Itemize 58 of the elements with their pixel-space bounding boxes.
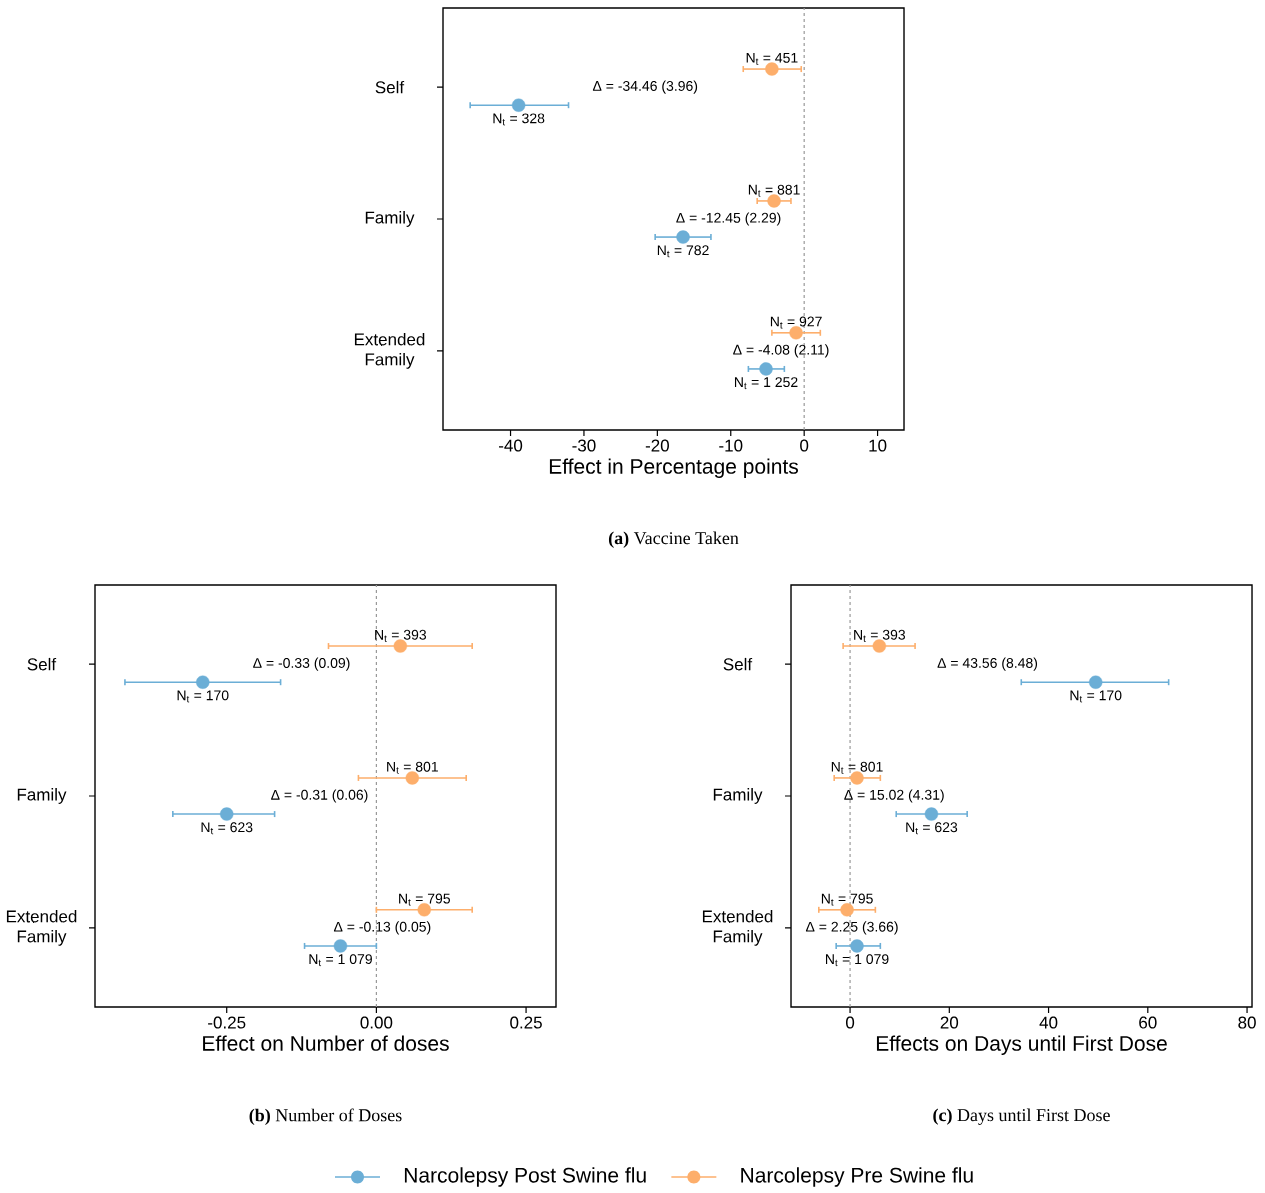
x-tick-label: 0.25 <box>510 1016 542 1029</box>
annotation: N$_{t}$ = 170 <box>1070 690 1122 703</box>
annotation: N$_{t}$ = 451 <box>746 52 798 65</box>
annotation: N$_{t}$ = 801 <box>831 761 883 774</box>
legend-label: Narcolepsy Post Swine flu <box>404 1167 646 1187</box>
x-tick-label: 10 <box>869 439 887 452</box>
annotation: N$_{t}$ = 795 <box>821 893 873 906</box>
annotation: N$_{t}$ = 1 079 <box>825 954 889 967</box>
annotation: N$_{t}$ = 795 <box>399 893 451 906</box>
x-tick-label: 0.00 <box>360 1016 393 1029</box>
x-tick-label: -0.25 <box>208 1016 246 1029</box>
annotation: Δ = -0.13 (0.05) <box>333 921 431 935</box>
y-tick-label: Self <box>375 80 405 94</box>
y-tick-label: Extended Family <box>702 909 773 946</box>
annotation: N$_{t}$ = 393 <box>375 629 427 642</box>
annotation: N$_{t}$ = 623 <box>906 822 958 835</box>
annotation: Δ = -0.33 (0.09) <box>253 657 350 671</box>
annotation: N$_{t}$ = 328 <box>493 113 545 126</box>
x-tick-label: 0 <box>846 1016 855 1029</box>
text: (c) Days until First Dose <box>933 1108 1110 1125</box>
y-tick-label: Self <box>723 657 753 671</box>
text: (a) Vaccine Taken <box>608 531 739 548</box>
text: (b) Number of Doses <box>249 1108 402 1125</box>
x-axis-title: Effect on Number of doses <box>203 1035 449 1051</box>
x-axis-title: Effect in Percentage points <box>549 458 799 479</box>
annotation: N$_{t}$ = 1 252 <box>734 377 798 390</box>
annotation: N$_{t}$ = 881 <box>748 184 800 197</box>
annotation: N$_{t}$ = 927 <box>770 316 822 329</box>
annotation: N$_{t}$ = 393 <box>854 629 906 642</box>
x-tick-label: -10 <box>719 439 743 452</box>
y-tick-label: Self <box>27 657 57 671</box>
annotation: Δ = -0.31 (0.06) <box>271 789 368 803</box>
annotation: N$_{t}$ = 801 <box>387 761 438 774</box>
annotation: Δ = -4.08 (2.11) <box>733 344 829 358</box>
x-tick-label: 40 <box>1039 1016 1058 1029</box>
annotation: N$_{t}$ = 1 079 <box>309 954 372 967</box>
y-tick-label: Family <box>713 788 763 804</box>
annotation: N$_{t}$ = 170 <box>177 690 229 703</box>
annotation: N$_{t}$ = 782 <box>657 245 709 258</box>
x-tick-label: -20 <box>645 439 669 452</box>
x-tick-label: -40 <box>499 439 523 452</box>
y-tick-label: Family <box>365 211 415 227</box>
annotation: Δ = 43.56 (8.48) <box>937 657 1038 671</box>
x-axis-title: Effects on Days until First Dose <box>876 1035 1167 1056</box>
x-tick-label: 60 <box>1139 1016 1157 1029</box>
annotation: Δ = 15.02 (4.31) <box>844 789 944 803</box>
y-tick-label: Family <box>17 788 67 804</box>
annotation: N$_{t}$ = 623 <box>201 822 253 835</box>
y-tick-label: Extended Family <box>354 332 425 369</box>
annotation: Δ = 2.25 (3.66) <box>805 921 898 935</box>
y-tick-label: Extended Family <box>6 909 77 946</box>
legend-label: Narcolepsy Pre Swine flu <box>741 1167 973 1187</box>
x-tick-label: 0 <box>800 439 809 452</box>
annotation: Δ = -34.46 (3.96) <box>592 80 698 94</box>
x-tick-label: 80 <box>1238 1016 1256 1029</box>
annotation: Δ = -12.45 (2.29) <box>676 212 781 226</box>
x-tick-label: 20 <box>940 1016 959 1029</box>
x-tick-label: -30 <box>572 439 596 452</box>
